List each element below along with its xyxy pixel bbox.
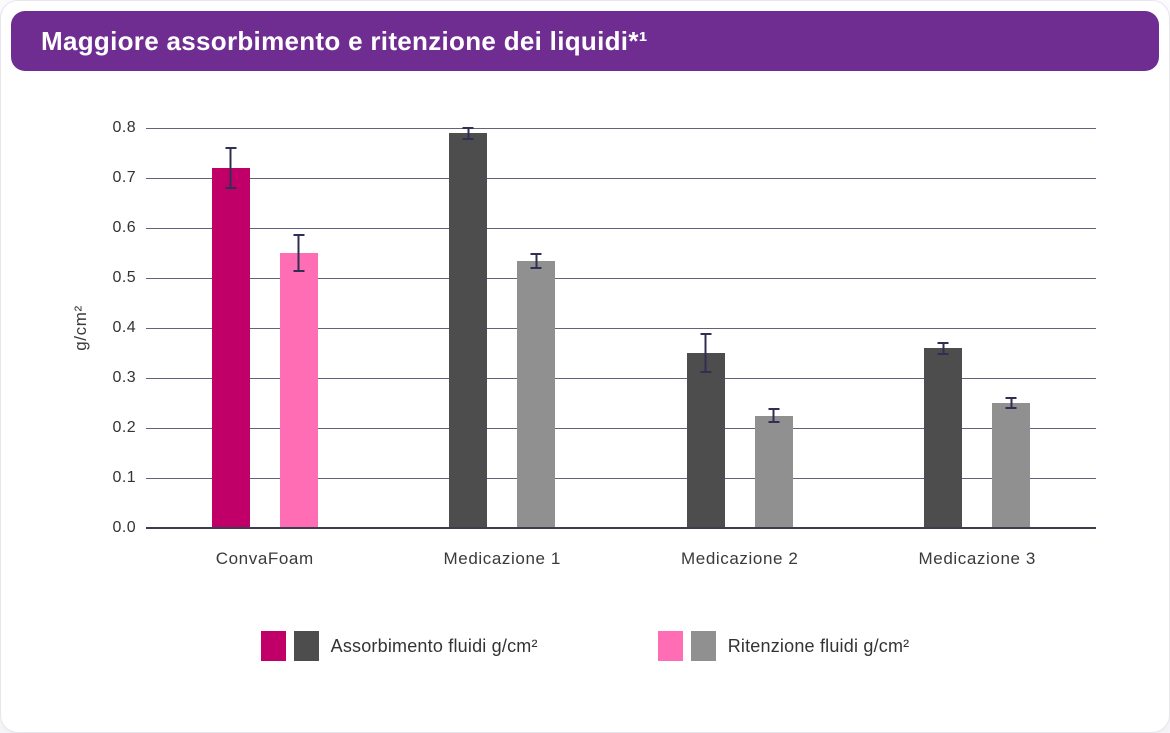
- error-bar-assorbimento-convafoam: [225, 147, 237, 189]
- bar-chart-plot-area: [146, 126, 1097, 529]
- gridline-0.8: [146, 128, 1096, 129]
- x-axis-labels: ConvaFoam Medicazione 1 Medicazione 2 Medic…: [146, 549, 1096, 569]
- gridline-0.0: [146, 527, 1096, 529]
- bar-slot-assorbimento-1: [211, 128, 250, 528]
- error-bar-ritenzione-medicazione-2: [768, 408, 780, 423]
- bar-ritenzione-medicazione-3: [992, 403, 1031, 528]
- error-bar-stick: [942, 343, 945, 353]
- y-tick-0.8: 0.8: [112, 119, 136, 136]
- gridline-0.6: [146, 228, 1096, 229]
- legend-swatch-assorbimento-medicazioni: [293, 631, 319, 661]
- error-bar-stick: [535, 254, 538, 267]
- header-band: Maggiore assorbimento e ritenzione dei l…: [11, 11, 1159, 71]
- error-bar-assorbimento-medicazione-1: [462, 126, 474, 140]
- error-bar-ritenzione-medicazione-1: [530, 252, 542, 269]
- bar-ritenzione-convafoam: [279, 253, 318, 528]
- chart-title: Maggiore assorbimento e ritenzione dei l…: [41, 25, 648, 56]
- chart-legend: Assorbimento fluidi g/cm² Ritenzione flu…: [1, 631, 1169, 661]
- bar-group-medicazione-3: [859, 128, 1097, 528]
- bar-slot-ritenzione-4: [992, 128, 1031, 528]
- bar-group-medicazione-1: [384, 126, 622, 528]
- gridline-0.7: [146, 178, 1096, 179]
- y-tick-0.1: 0.1: [112, 469, 136, 486]
- bar-assorbimento-medicazione-1: [449, 133, 488, 528]
- legend-swatch-assorbimento-convafoam: [260, 631, 286, 661]
- bar-slot-ritenzione-3: [754, 128, 793, 528]
- y-tick-0.2: 0.2: [112, 419, 136, 436]
- bar-slot-ritenzione-1: [279, 128, 318, 528]
- legend-label-ritenzione: Ritenzione fluidi g/cm²: [727, 635, 910, 656]
- error-bar-assorbimento-medicazione-2: [700, 333, 712, 373]
- x-label-convafoam: ConvaFoam: [215, 549, 314, 568]
- bar-slot-ritenzione-2: [517, 128, 556, 528]
- gridline-0.1: [146, 478, 1096, 479]
- bar-slot-assorbimento-3: [686, 128, 725, 528]
- legend-swatch-ritenzione-medicazioni: [690, 631, 716, 661]
- y-tick-0.0: 0.0: [112, 519, 136, 536]
- error-bar-assorbimento-medicazione-3: [937, 341, 949, 355]
- gridline-0.4: [146, 328, 1096, 329]
- bar-group-convafoam: [146, 128, 384, 528]
- bar-group-medicazione-2: [621, 128, 859, 528]
- error-bar-stick: [772, 410, 775, 421]
- y-axis-ticks: 0.0 0.1 0.2 0.3 0.4 0.5 0.6 0.7 0.8: [61, 119, 136, 536]
- bar-ritenzione-medicazione-1: [517, 260, 556, 528]
- bar-assorbimento-medicazione-3: [924, 348, 963, 528]
- x-label-medicazione-2: Medicazione 2: [681, 549, 799, 568]
- gridline-0.3: [146, 378, 1096, 379]
- gridline-0.5: [146, 278, 1096, 279]
- legend-swatch-ritenzione-convafoam: [657, 631, 683, 661]
- bar-slot-assorbimento-2: [449, 126, 488, 528]
- gridline-0.2: [146, 428, 1096, 429]
- y-tick-0.7: 0.7: [112, 169, 136, 186]
- bar-assorbimento-convafoam: [211, 168, 250, 528]
- y-tick-0.4: 0.4: [112, 319, 136, 336]
- error-bar-stick: [1010, 399, 1013, 407]
- x-label-medicazione-1: Medicazione 1: [443, 549, 561, 568]
- bar-assorbimento-medicazione-2: [686, 353, 725, 528]
- bar-slot-assorbimento-4: [924, 128, 963, 528]
- error-bar-stick: [229, 149, 232, 187]
- error-bar-stick: [704, 335, 707, 371]
- error-bar-stick: [467, 128, 470, 138]
- y-tick-0.3: 0.3: [112, 369, 136, 386]
- y-tick-0.5: 0.5: [112, 269, 136, 286]
- legend-item-ritenzione: Ritenzione fluidi g/cm²: [657, 631, 910, 661]
- legend-item-assorbimento: Assorbimento fluidi g/cm²: [260, 631, 538, 661]
- x-label-medicazione-3: Medicazione 3: [918, 549, 1036, 568]
- error-bar-ritenzione-medicazione-3: [1005, 397, 1017, 409]
- legend-label-assorbimento: Assorbimento fluidi g/cm²: [330, 635, 538, 656]
- y-tick-0.6: 0.6: [112, 219, 136, 236]
- error-bar-ritenzione-convafoam: [293, 234, 305, 272]
- bar-ritenzione-medicazione-2: [754, 415, 793, 528]
- error-bar-stick: [297, 236, 300, 270]
